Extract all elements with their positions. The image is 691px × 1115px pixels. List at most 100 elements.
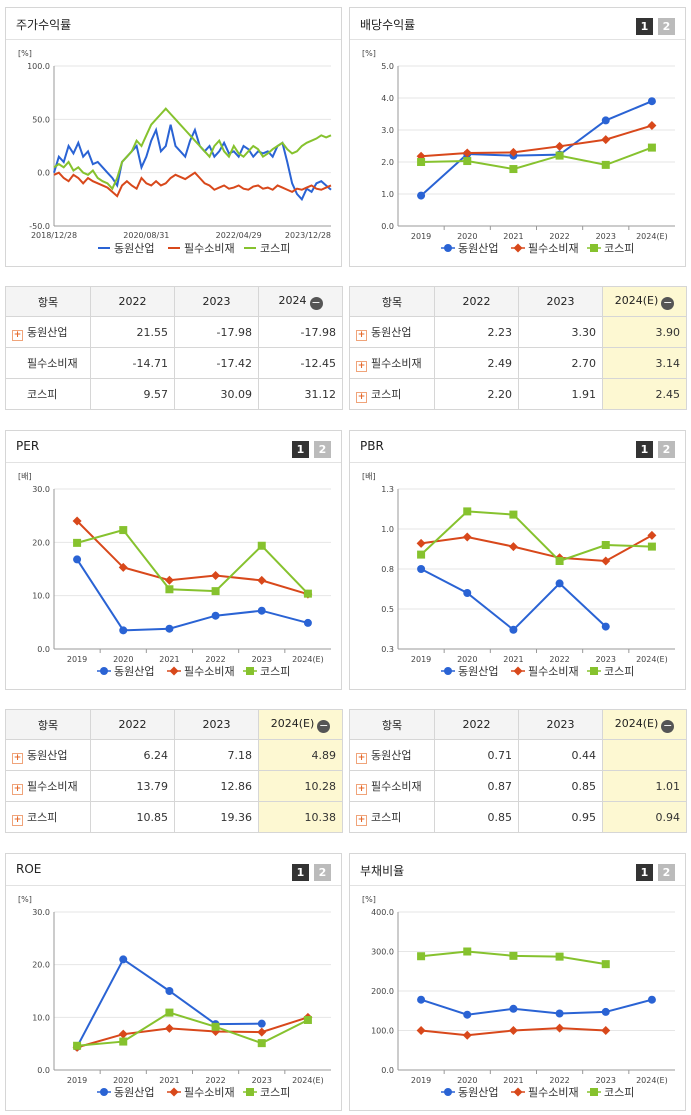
legend-label: 코스피 <box>260 665 290 678</box>
data-point <box>601 1026 611 1035</box>
data-point <box>119 526 128 535</box>
x-tick-label: 2024(E) <box>292 1076 324 1085</box>
data-point <box>118 562 128 572</box>
expand-icon[interactable]: + <box>356 391 367 403</box>
y-tick-label: 1.3 <box>381 485 394 494</box>
y-unit-label: [%] <box>362 49 376 58</box>
page-1-button[interactable]: 1 <box>636 18 653 35</box>
page-1-button[interactable]: 1 <box>636 441 653 458</box>
row-name-cell: 코스피 <box>5 378 91 410</box>
expand-icon[interactable]: + <box>356 783 367 795</box>
collapse-icon[interactable]: − <box>661 718 675 733</box>
collapse-icon[interactable]: − <box>661 295 675 310</box>
expand-icon[interactable]: + <box>12 814 23 826</box>
legend-label: 동원산업 <box>114 1086 154 1099</box>
value-cell: 2.49 <box>434 347 519 379</box>
row-name: 필수소비재 <box>27 357 78 370</box>
column-header: 2022 <box>90 286 175 317</box>
page-2-button[interactable]: 2 <box>658 864 675 881</box>
page-2-button[interactable]: 2 <box>658 18 675 35</box>
row-name-cell: + 동원산업 <box>5 739 91 771</box>
data-point <box>555 1009 564 1018</box>
column-header-label: 2022 <box>118 295 147 308</box>
data-point <box>601 556 611 566</box>
column-header-label: 2023 <box>202 295 231 308</box>
x-tick-label: 2020 <box>457 232 477 241</box>
legend-marker <box>513 666 523 676</box>
column-header-label: 2023 <box>546 295 575 308</box>
collapse-icon[interactable]: − <box>309 295 323 310</box>
row-name-cell: + 동원산업 <box>5 316 91 348</box>
legend-label: 동원산업 <box>114 242 154 255</box>
x-tick-label: 2023 <box>596 232 616 241</box>
y-tick-label: 0.3 <box>381 645 394 654</box>
x-tick-label: 2024(E) <box>636 232 668 241</box>
column-header: 2023 <box>174 709 259 740</box>
data-point <box>417 565 426 573</box>
data-point <box>165 987 174 995</box>
y-tick-label: 0.0 <box>381 1066 394 1075</box>
legend-marker <box>100 1088 108 1096</box>
page-1-button[interactable]: 1 <box>292 864 309 881</box>
value-cell <box>602 739 687 771</box>
legend-label: 동원산업 <box>114 665 154 678</box>
column-header: 2024(E) − <box>258 709 343 740</box>
y-unit-label: [%] <box>362 895 376 904</box>
page-1-button[interactable]: 1 <box>636 864 653 881</box>
x-tick-label: 2023/12/28 <box>285 231 331 240</box>
expand-icon[interactable]: + <box>12 329 23 341</box>
value-cell: 13.79 <box>90 770 175 802</box>
data-point <box>303 618 312 627</box>
value-cell: 1.91 <box>518 378 603 410</box>
column-header: 항목 <box>5 709 91 740</box>
x-tick-label: 2019 <box>411 655 431 664</box>
data-point <box>508 1026 518 1035</box>
series-line-2 <box>421 124 653 158</box>
pbr-table: 항목 2022 2023 2024(E) − + 동원산업 0.71 0.44 + 필수소비재 0.8… <box>349 709 687 833</box>
data-point <box>257 541 266 550</box>
value-cell: 0.85 <box>434 801 519 833</box>
legend-label: 코스피 <box>604 242 634 255</box>
page-1-button[interactable]: 1 <box>292 441 309 458</box>
legend-label: 코스피 <box>260 1086 290 1099</box>
y-tick-label: 0.0 <box>37 645 50 654</box>
expand-icon[interactable]: + <box>356 360 367 372</box>
legend-marker <box>513 1087 523 1097</box>
value-cell: -17.42 <box>174 347 259 379</box>
return-table: 항목 2022 2023 2024− + 동원산업 21.55 -17.98 -17.98 필수소… <box>5 286 343 410</box>
legend-label: 코스피 <box>260 242 290 255</box>
column-header: 항목 <box>5 286 91 317</box>
expand-icon[interactable]: + <box>356 752 367 764</box>
data-point <box>647 143 656 152</box>
value-cell: 2.23 <box>434 316 519 348</box>
expand-icon[interactable]: + <box>12 783 23 795</box>
value-cell: -14.71 <box>90 347 175 379</box>
page-2-button[interactable]: 2 <box>658 441 675 458</box>
data-point <box>463 157 472 166</box>
page-2-button[interactable]: 2 <box>314 441 331 458</box>
y-tick-label: 10.0 <box>32 592 50 601</box>
data-point <box>462 148 472 158</box>
row-name: 코스피 <box>371 387 402 401</box>
expand-icon[interactable]: + <box>356 814 367 826</box>
column-header-label: 2022 <box>462 295 491 308</box>
data-point <box>164 1023 174 1033</box>
expand-icon[interactable]: + <box>12 752 23 764</box>
series-line-1 <box>53 124 332 202</box>
x-tick-label: 2019 <box>67 1076 87 1085</box>
value-cell: 0.87 <box>434 770 519 802</box>
x-tick-label: 2019 <box>67 655 87 664</box>
series-line-1 <box>76 558 309 632</box>
value-cell: 6.24 <box>90 739 175 771</box>
legend-label: 필수소비재 <box>528 242 579 255</box>
x-tick-label: 2022 <box>205 1076 225 1085</box>
page-2-button[interactable]: 2 <box>314 864 331 881</box>
data-point <box>601 1007 610 1016</box>
panel-title: 배당수익률 <box>360 18 416 32</box>
collapse-icon[interactable]: − <box>317 718 331 733</box>
expand-icon[interactable]: + <box>356 329 367 341</box>
series-line-2 <box>420 534 653 563</box>
data-point <box>601 135 611 145</box>
